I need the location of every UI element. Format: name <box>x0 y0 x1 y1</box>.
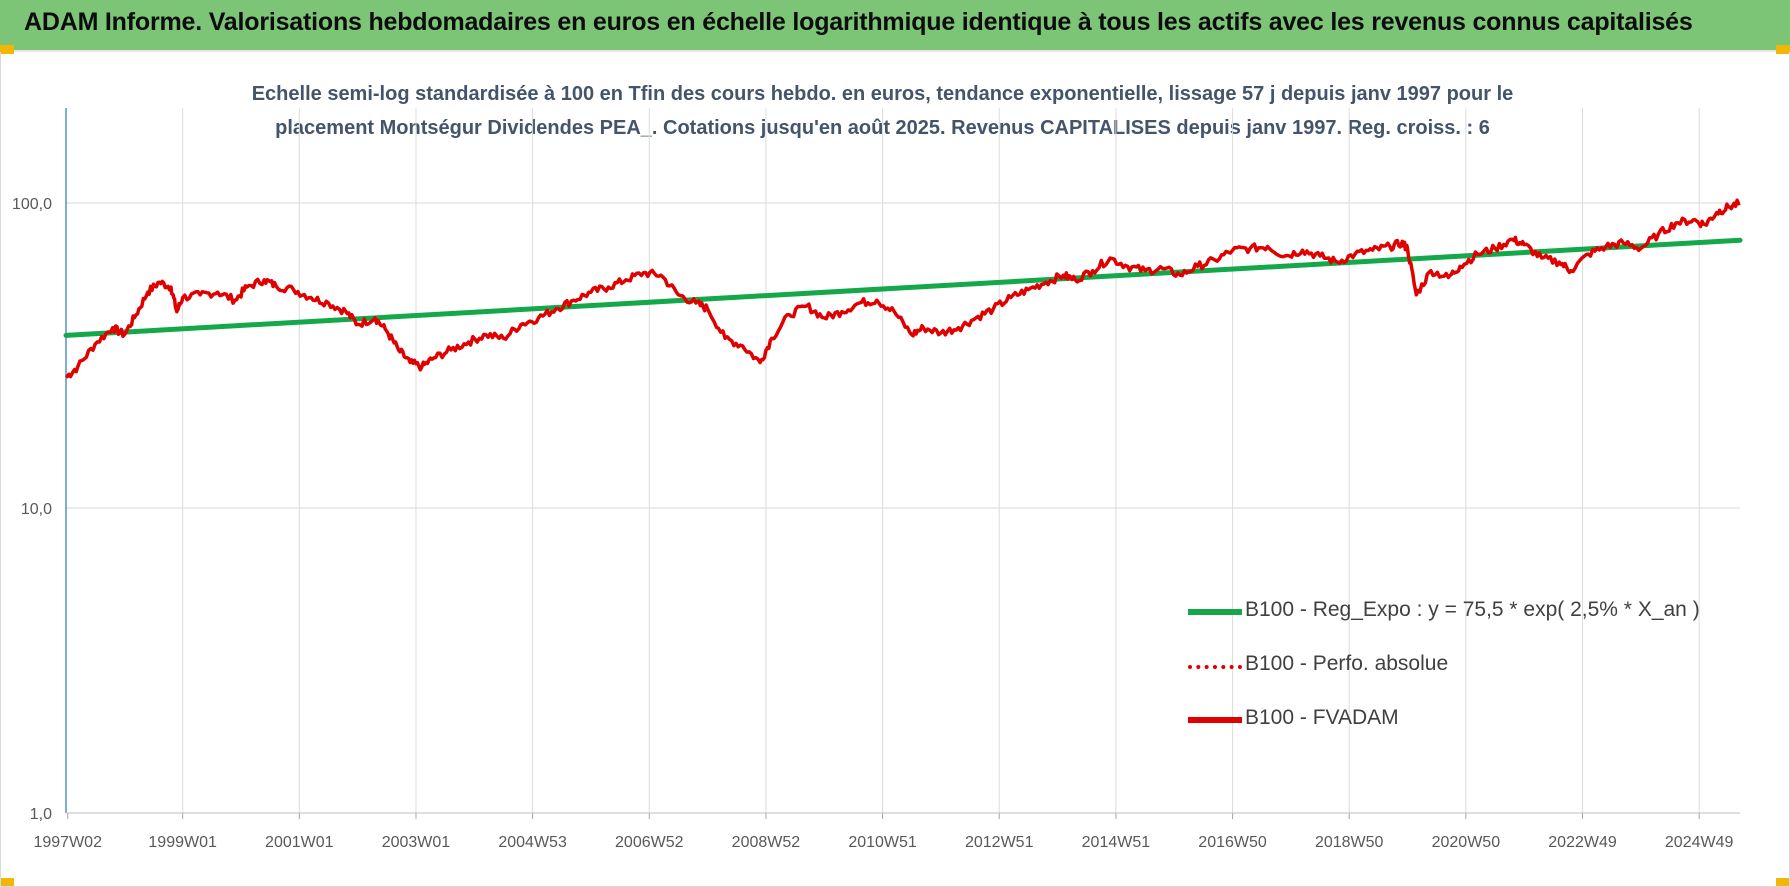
x-tick-label: 2001W01 <box>265 834 334 851</box>
legend-swatch-fvadam <box>1188 717 1242 723</box>
legend-label-fvadam: B100 - FVADAM <box>1245 706 1399 729</box>
x-tick-label: 2008W52 <box>732 834 801 851</box>
corner-marker-bottom-left <box>0 878 14 887</box>
legend-label-perfo-absolue: B100 - Perfo. absolue <box>1245 652 1449 675</box>
x-tick-label: 1997W02 <box>33 834 102 851</box>
x-tick-label: 2024W49 <box>1665 834 1734 851</box>
series-line-reg-expo <box>63 237 1743 338</box>
chart-title-line-1: Echelle semi-log standardisée à 100 en T… <box>251 83 1514 105</box>
banner-title: ADAM Informe. Valorisations hebdomadaire… <box>24 8 1693 36</box>
legend-label-reg-expo: B100 - Reg_Expo : y = 75,5 * exp( 2,5% *… <box>1245 598 1700 621</box>
series-line-fvadam <box>64 198 1741 379</box>
chart-legend: B100 - Reg_Expo : y = 75,5 * exp( 2,5% *… <box>1188 590 1748 752</box>
x-tick-label: 2016W50 <box>1198 834 1267 851</box>
y-tick-label: 1,0 <box>30 806 52 823</box>
x-tick-label: 2020W50 <box>1432 834 1501 851</box>
legend-item-reg-expo: B100 - Reg_Expo : y = 75,5 * exp( 2,5% *… <box>1188 590 1748 644</box>
x-tick-label: 2004W53 <box>498 834 567 851</box>
x-tick-label: 2010W51 <box>848 834 917 851</box>
legend-swatch-reg-expo <box>1188 609 1242 615</box>
x-tick-label: 2003W01 <box>382 834 451 851</box>
x-tick-label: 2014W51 <box>1082 834 1151 851</box>
x-tick-label: 1999W01 <box>148 834 217 851</box>
x-tick-label: 2006W52 <box>615 834 684 851</box>
y-tick-label: 10,0 <box>21 501 52 518</box>
x-tick-label: 2022W49 <box>1548 834 1617 851</box>
legend-item-fvadam: B100 - FVADAM <box>1188 698 1748 752</box>
chart-title: Echelle semi-log standardisée à 100 en T… <box>150 77 1615 145</box>
x-tick-label: 2012W51 <box>965 834 1034 851</box>
corner-marker-bottom-right <box>1776 878 1790 887</box>
legend-swatch-perfo-absolue <box>1188 665 1242 669</box>
report-banner: ADAM Informe. Valorisations hebdomadaire… <box>0 0 1790 52</box>
corner-marker-left <box>0 45 14 54</box>
corner-marker-right <box>1776 45 1790 54</box>
y-tick-label: 100,0 <box>12 196 52 213</box>
x-tick-label: 2018W50 <box>1315 834 1384 851</box>
legend-item-perfo-absolue: B100 - Perfo. absolue <box>1188 644 1748 698</box>
